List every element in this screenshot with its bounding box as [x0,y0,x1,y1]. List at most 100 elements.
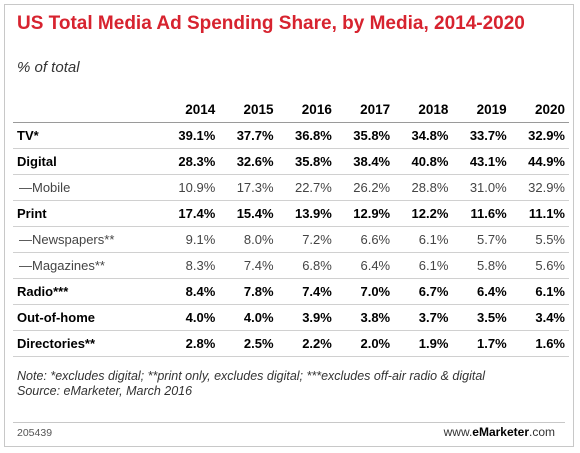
data-table: 2014 2015 2016 2017 2018 2019 2020 TV* 39.1% 37.… [13,97,569,357]
table-cell: 1.9% [394,330,453,357]
table-cell: 35.8% [335,122,395,149]
table-cell: 6.7% [394,278,453,305]
table-row: —Magazines** 8.3% 7.4% 6.8% 6.4% 6.1% 5.8% 5.6% [13,252,569,279]
table-cell: 2.5% [219,330,278,357]
table-cell: 5.7% [452,226,511,253]
table-cell: 11.6% [452,200,511,227]
table-cell: 6.1% [394,226,453,253]
table-cell: 4.0% [219,304,278,331]
table-cell: 7.0% [335,278,395,305]
table-cell: 28.3% [161,148,220,175]
table-cell: 17.3% [219,174,278,201]
row-label: —Mobile [13,174,161,201]
table-cell: 12.2% [394,200,453,227]
table-cell: 3.5% [452,304,511,331]
column-header-2019: 2019 [452,97,511,123]
chart-title: US Total Media Ad Spending Share, by Med… [17,13,525,34]
table-cell: 39.1% [161,122,220,149]
table-cell: 2.0% [335,330,395,357]
table-cell: 6.6% [335,226,395,253]
table-cell: 8.4% [161,278,220,305]
footnote: Note: *excludes digital; **print only, e… [17,369,562,399]
table-row: Directories** 2.8% 2.5% 2.2% 2.0% 1.9% 1.7% 1.6… [13,330,569,357]
table-cell: 3.7% [394,304,453,331]
table-cell: 26.2% [335,174,395,201]
table-cell: 10.9% [161,174,220,201]
table-cell: 5.8% [452,252,511,279]
row-label: Print [13,200,161,227]
table-cell: 5.5% [510,226,569,253]
table-cell: 2.8% [161,330,220,357]
table-cell: 36.8% [277,122,336,149]
table-cell: 8.0% [219,226,278,253]
chart-subtitle: % of total [17,59,80,76]
table-cell: 13.9% [277,200,336,227]
table-cell: 7.2% [277,226,336,253]
row-label: Out-of-home [13,304,161,331]
table-row: —Mobile 10.9% 17.3% 22.7% 26.2% 28.8% 31.0% 32.… [13,174,569,201]
brand-name: eMarketer [472,425,529,439]
brand-logo: www.eMarketer.com [444,425,555,439]
header-row: 2014 2015 2016 2017 2018 2019 2020 [13,97,569,123]
table-cell: 8.3% [161,252,220,279]
table-cell: 1.7% [452,330,511,357]
table-cell: 6.1% [510,278,569,305]
table-cell: 32.9% [510,122,569,149]
table-cell: 15.4% [219,200,278,227]
row-label: Digital [13,148,161,175]
table-cell: 6.4% [452,278,511,305]
row-label: TV* [13,122,161,149]
table-cell: 7.4% [219,252,278,279]
table-row: Digital 28.3% 32.6% 35.8% 38.4% 40.8% 43.1% 44.… [13,148,569,175]
table-cell: 40.8% [394,148,453,175]
table-cell: 11.1% [510,200,569,227]
note-text: Note: *excludes digital; **print only, e… [17,369,486,383]
table-cell: 6.8% [277,252,336,279]
column-header-2018: 2018 [394,97,453,123]
table-cell: 3.4% [510,304,569,331]
table-row: Radio*** 8.4% 7.8% 7.4% 7.0% 6.7% 6.4% 6.1% [13,278,569,305]
table-cell: 5.6% [510,252,569,279]
table-cell: 6.4% [335,252,395,279]
column-header-2020: 2020 [510,97,569,123]
column-header-2016: 2016 [277,97,336,123]
row-label: Radio*** [13,278,161,305]
row-label: Directories** [13,330,161,357]
table-cell: 44.9% [510,148,569,175]
source-text: Source: eMarketer, March 2016 [17,384,193,398]
chart-frame: US Total Media Ad Spending Share, by Med… [4,4,574,447]
table-cell: 22.7% [277,174,336,201]
footer-divider [13,422,565,423]
table-body: TV* 39.1% 37.7% 36.8% 35.8% 34.8% 33.7% 32.9% Di… [13,122,569,357]
table-cell: 32.9% [510,174,569,201]
table-cell: 35.8% [277,148,336,175]
column-header-2017: 2017 [335,97,395,123]
column-header-2014: 2014 [161,97,220,123]
table-cell: 33.7% [452,122,511,149]
table-cell: 32.6% [219,148,278,175]
table-cell: 7.4% [277,278,336,305]
table-row: TV* 39.1% 37.7% 36.8% 35.8% 34.8% 33.7% 32.9% [13,122,569,149]
brand-prefix: www. [443,425,473,439]
table-cell: 12.9% [335,200,395,227]
row-label: —Newspapers** [13,226,161,253]
table-cell: 9.1% [161,226,220,253]
table-cell: 31.0% [452,174,511,201]
table-cell: 1.6% [510,330,569,357]
chart-id: 205439 [17,427,53,439]
table-row: Out-of-home 4.0% 4.0% 3.9% 3.8% 3.7% 3.5% 3.4% [13,304,569,331]
table-cell: 7.8% [219,278,278,305]
row-label: —Magazines** [13,252,161,279]
table-cell: 3.8% [335,304,395,331]
row-label-header [13,97,161,123]
table-row: —Newspapers** 9.1% 8.0% 7.2% 6.6% 6.1% 5.7% 5.5… [13,226,569,253]
table-cell: 4.0% [161,304,220,331]
table-cell: 34.8% [394,122,453,149]
brand-suffix: .com [528,425,555,439]
column-header-2015: 2015 [219,97,278,123]
table-cell: 17.4% [161,200,220,227]
table-cell: 2.2% [277,330,336,357]
table-row: Print 17.4% 15.4% 13.9% 12.9% 12.2% 11.6% 11.1% [13,200,569,227]
table-cell: 6.1% [394,252,453,279]
table-cell: 43.1% [452,148,511,175]
